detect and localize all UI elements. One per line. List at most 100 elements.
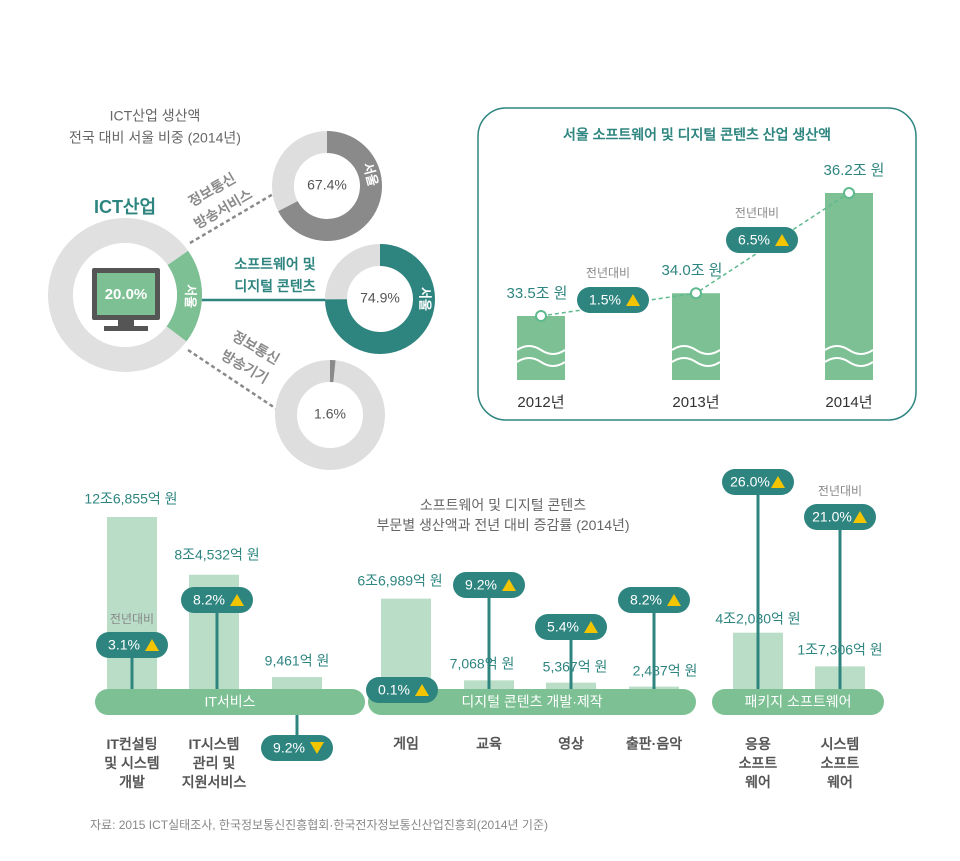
donut-value: 1.6%: [314, 406, 346, 422]
value-label: 9,461억 원: [265, 653, 330, 669]
change-badge: [618, 587, 690, 613]
center-name: ICT산업: [94, 197, 156, 217]
change-badge: [577, 287, 649, 313]
bar: [825, 193, 873, 380]
change-caption: 전년대비: [110, 612, 154, 626]
donut-value: 67.4%: [307, 177, 347, 193]
value-label: 6조6,989억 원: [357, 573, 442, 589]
change-badge: [722, 469, 794, 495]
bar-break: [824, 357, 874, 367]
change-label: 8.2%: [630, 592, 662, 608]
monitor-screen: [97, 273, 155, 315]
change-label: 21.0%: [812, 509, 852, 525]
segment-label: 서울: [183, 284, 198, 308]
bar: [381, 598, 431, 690]
group-strip: [368, 689, 696, 715]
bar: [517, 316, 565, 380]
change-arrow: [626, 294, 640, 306]
panel: [477, 107, 917, 421]
x-tick-label: 2013년: [672, 394, 719, 411]
change-badge: [96, 632, 168, 658]
point: [535, 310, 547, 322]
bar-break: [671, 357, 721, 367]
segment-label: 서울: [360, 161, 381, 188]
change-label: 9.2%: [465, 577, 497, 593]
subtitle: 전국 대비 서울 비중 (2014년): [69, 130, 241, 146]
value-label: 33.5조 원: [507, 285, 568, 302]
group-name: IT서비스: [204, 694, 255, 710]
change-label: 3.1%: [108, 637, 140, 653]
category-label: 게임: [393, 736, 419, 752]
bar-break: [516, 345, 566, 355]
value-label: 7,068억 원: [450, 656, 515, 672]
donut-segment: [278, 131, 382, 241]
change-badge: [366, 677, 438, 703]
category-label: 영상: [558, 736, 584, 752]
value-label: 34.0조 원: [662, 262, 723, 279]
change-badge: [261, 735, 333, 761]
monitor-stand: [118, 320, 134, 326]
change-label: 0.1%: [378, 682, 410, 698]
panel-title: 서울 소프트웨어 및 디지털 콘텐츠 산업 생산액: [563, 127, 831, 143]
change-badge: [181, 587, 253, 613]
change-caption: 전년대비: [735, 206, 779, 220]
change-arrow: [502, 579, 516, 591]
group-strip: [95, 689, 365, 715]
value-label: 2,487억 원: [633, 663, 698, 679]
group-name: 디지털 콘텐츠 개발·제작: [461, 694, 602, 710]
change-label: 1.5%: [589, 292, 621, 308]
bar-break: [824, 345, 874, 355]
category-label: IT컨설팅 및 시스템 개발: [104, 736, 159, 790]
change-arrow: [230, 594, 244, 606]
category-label: IT시스템 관리 및 지원서비스: [182, 736, 247, 790]
change-label: 26.0%: [730, 474, 770, 490]
x-tick-label: 2014년: [825, 394, 872, 411]
category-label: 시스템 소프트 웨어: [821, 736, 860, 790]
change-caption: 전년대비: [818, 484, 862, 498]
change-caption: 전년대비: [586, 266, 630, 280]
value-label: 5,367억 원: [543, 659, 608, 675]
category-label: 출판·음악: [626, 736, 682, 752]
change-arrow: [775, 234, 789, 246]
change-arrow: [415, 684, 429, 696]
point: [843, 187, 855, 199]
group-strip: [712, 689, 884, 715]
point: [690, 287, 702, 300]
change-badge: [453, 572, 525, 598]
value-label: 36.2조 원: [824, 162, 885, 179]
value-label: 12조6,855억 원: [84, 491, 177, 507]
change-arrow: [853, 511, 867, 523]
change-arrow: [667, 594, 681, 606]
group-name: 패키지 소프트웨어: [745, 694, 852, 710]
change-label: 6.5%: [738, 232, 770, 248]
change-badge: [726, 227, 798, 253]
change-badge: [535, 614, 607, 640]
ring-segment: [166, 250, 203, 342]
bar-break: [671, 345, 721, 355]
bar: [672, 293, 720, 380]
bar-break: [516, 357, 566, 367]
value-label: 8조4,532억 원: [174, 547, 259, 563]
change-arrow: [145, 639, 159, 651]
change-arrow: [310, 742, 324, 754]
change-badge: [804, 504, 876, 530]
title: ICT산업 생산액: [110, 108, 201, 124]
category-label: 교육: [476, 736, 502, 752]
x-tick-label: 2012년: [517, 394, 564, 411]
source: 자료: 2015 ICT실태조사, 한국정보통신진흥협회·한국전자정보통신산업진…: [90, 818, 548, 832]
segment-label: 서울: [418, 287, 433, 311]
center-value: 20.0%: [105, 286, 148, 303]
category-label: 소프트웨어 및 디지털 콘텐츠: [234, 256, 315, 294]
donut-segment: [325, 244, 435, 355]
donut-value: 74.9%: [360, 290, 400, 306]
title: 소프트웨어 및 디지털 콘텐츠 부문별 생산액과 전년 대비 증감률 (2014년…: [376, 497, 629, 533]
change-arrow: [771, 476, 785, 488]
connector: [189, 188, 281, 245]
change-label: 9.2%: [273, 740, 305, 756]
monitor-base: [104, 326, 148, 331]
category-label: 응용 소프트 웨어: [739, 736, 778, 790]
donut-segment: [330, 360, 336, 383]
bar: [272, 677, 322, 690]
change-label: 5.4%: [547, 619, 579, 635]
